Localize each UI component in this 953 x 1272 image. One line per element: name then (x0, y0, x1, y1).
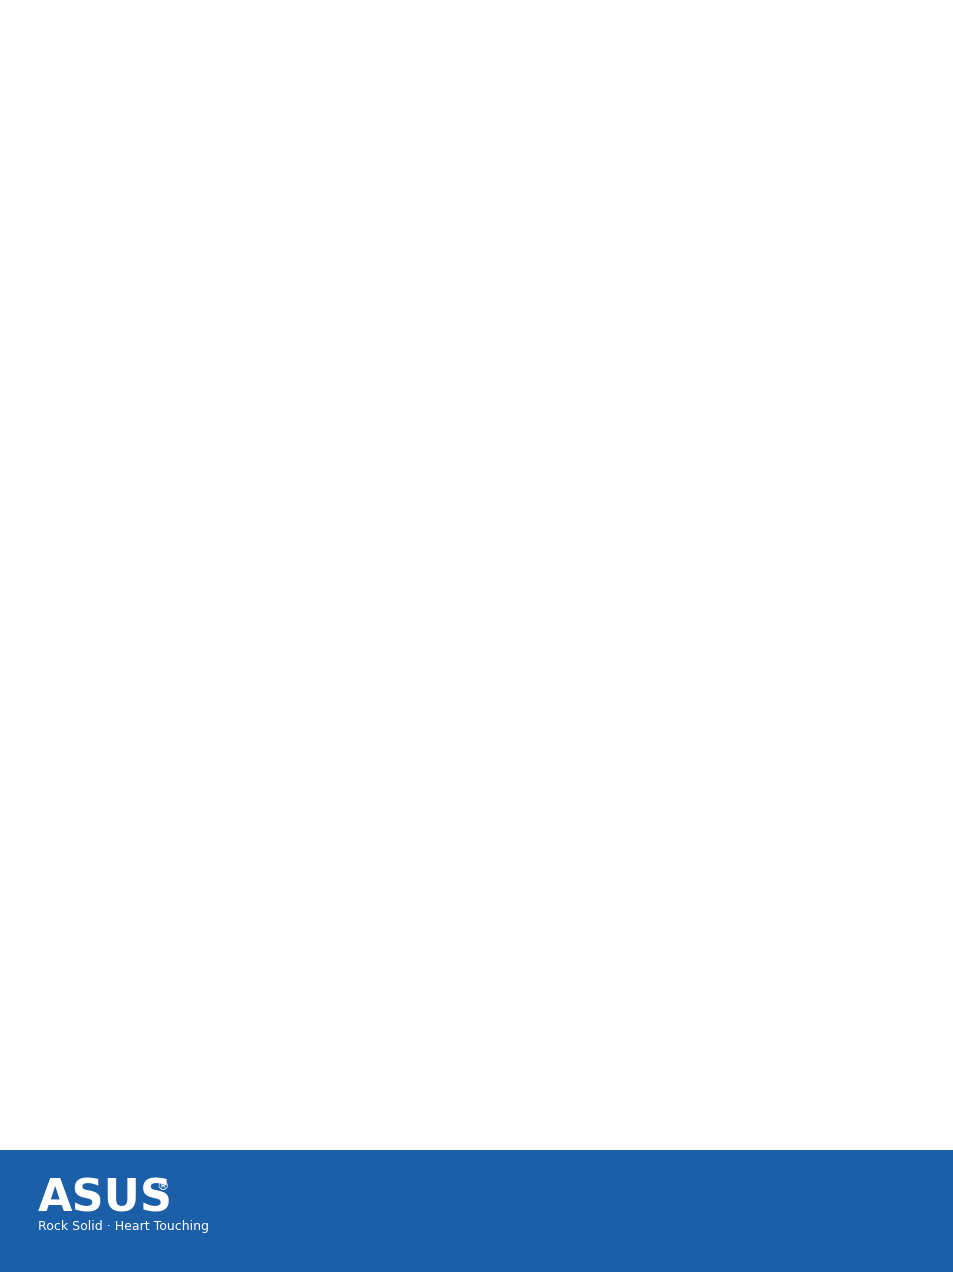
Bar (85, 633, 132, 646)
Circle shape (220, 641, 253, 675)
Bar (572, 880, 598, 889)
Bar (501, 892, 529, 901)
Bar (0, 1150, 953, 1272)
Text: 2.  Remove the current TV tuner card from the PCI/PCIe slot.: 2. Remove the current TV tuner card from… (100, 174, 517, 188)
Text: English: English (331, 47, 411, 66)
Bar (631, 455, 726, 534)
Text: ASUS: ASUS (38, 1178, 172, 1221)
Bar (637, 513, 721, 522)
Text: TV Tuner: TV Tuner (148, 46, 265, 70)
Text: 2: 2 (18, 64, 30, 81)
Circle shape (559, 654, 587, 682)
Bar (396, 499, 481, 508)
Bar (157, 485, 242, 494)
Bar (467, 880, 494, 889)
FancyBboxPatch shape (375, 609, 523, 695)
Circle shape (427, 897, 436, 907)
Text: 1.  Uninstall the current TV tuner card driver.: 1. Uninstall the current TV tuner card d… (100, 148, 411, 162)
Bar (572, 892, 598, 901)
FancyBboxPatch shape (296, 443, 506, 551)
Circle shape (228, 649, 246, 667)
FancyBboxPatch shape (57, 591, 307, 716)
Text: Installing the TV Express Card: Installing the TV Express Card (64, 729, 322, 744)
FancyBboxPatch shape (57, 443, 267, 551)
Bar (396, 513, 481, 522)
Polygon shape (359, 766, 654, 868)
Bar (157, 471, 242, 480)
Bar (392, 455, 486, 534)
Bar (537, 892, 563, 901)
Text: ®: ® (156, 1180, 169, 1193)
Bar (537, 880, 563, 889)
Text: Metal covers: Metal covers (74, 528, 136, 538)
FancyBboxPatch shape (366, 687, 533, 711)
Text: NB: NB (567, 608, 592, 623)
Polygon shape (0, 0, 953, 1150)
Bar (432, 880, 458, 889)
Bar (572, 868, 598, 876)
Circle shape (556, 650, 592, 686)
Circle shape (563, 658, 583, 678)
Text: 3.  Install the new TV tuner card in the PCI/PCIe slot.: 3. Install the new TV tuner card in the … (100, 200, 462, 214)
FancyBboxPatch shape (347, 591, 626, 716)
Text: 1.  Uninstall the current TV box driver.: 1. Uninstall the current TV box driver. (100, 328, 364, 342)
Text: 3.  Connect the TV box to the systems’s USB port.: 3. Connect the TV box to the systems’s U… (100, 380, 447, 394)
Polygon shape (352, 759, 661, 862)
Bar (396, 868, 423, 876)
Bar (157, 513, 242, 522)
Bar (467, 892, 494, 901)
FancyBboxPatch shape (537, 443, 746, 551)
Text: For the system with an existing TV box: For the system with an existing TV box (62, 298, 385, 313)
Text: For the system without an existing TV box: For the system without an existing TV bo… (62, 234, 413, 249)
Bar (396, 471, 481, 480)
Bar (85, 653, 132, 664)
Circle shape (214, 636, 258, 681)
Text: Installing the TV Card: Installing the TV Card (64, 420, 251, 435)
Circle shape (396, 897, 407, 907)
Circle shape (90, 677, 98, 686)
Text: PC: PC (112, 608, 134, 623)
Bar (537, 868, 563, 876)
Polygon shape (361, 865, 641, 901)
Bar (381, 616, 517, 688)
Circle shape (412, 897, 421, 907)
Bar (637, 471, 721, 480)
Bar (432, 892, 458, 901)
Bar (361, 499, 416, 508)
Text: For the system with an existing TV tuner card: For the system with an existing TV tuner… (62, 118, 442, 134)
Bar (396, 485, 481, 494)
Bar (396, 892, 423, 901)
Circle shape (224, 645, 250, 672)
Text: •: • (44, 570, 54, 588)
Bar (637, 485, 721, 494)
Text: Installing the TV Box: Installing the TV Box (64, 569, 242, 583)
Bar (396, 880, 423, 889)
Text: 1  .Connect the TV box to the systems’s USB port.: 1 .Connect the TV box to the systems’s U… (100, 265, 447, 279)
Circle shape (567, 661, 579, 674)
Bar (85, 616, 132, 628)
Bar (80, 608, 138, 696)
Bar (432, 868, 458, 876)
Text: Rock Solid · Heart Touching: Rock Solid · Heart Touching (38, 1220, 209, 1233)
Bar (637, 499, 721, 508)
FancyBboxPatch shape (282, 25, 459, 88)
Text: •: • (44, 422, 54, 440)
Bar (157, 499, 242, 508)
Text: •: • (44, 731, 54, 749)
Bar (152, 455, 247, 534)
Bar (501, 868, 529, 876)
Bar (361, 483, 421, 497)
Bar (501, 880, 529, 889)
Bar (467, 868, 494, 876)
Text: 2.  Remove the current TV  box from the system.: 2. Remove the current TV box from the sy… (100, 354, 438, 368)
